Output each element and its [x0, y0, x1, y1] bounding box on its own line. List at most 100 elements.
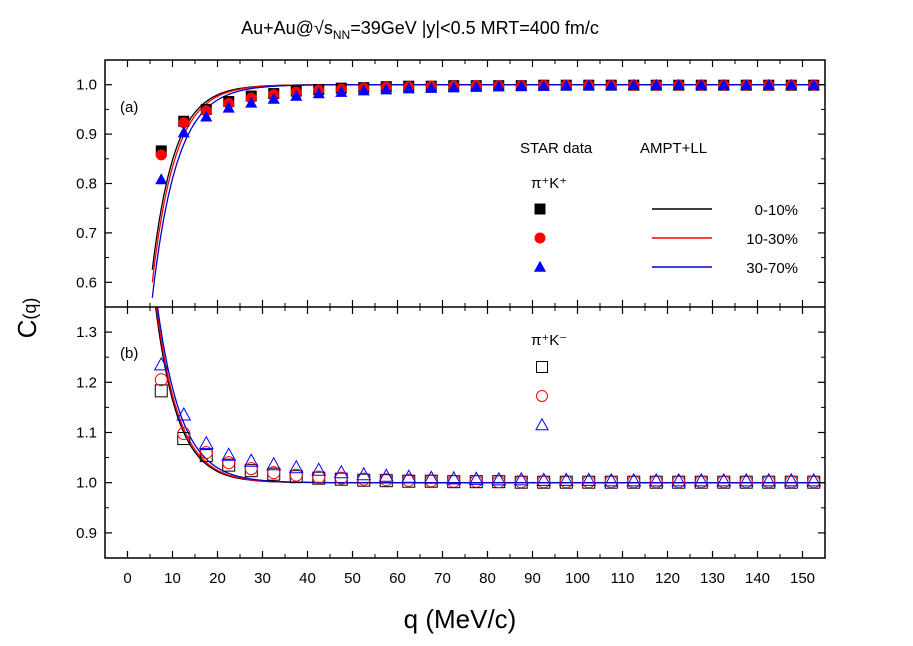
data-point-10-30%	[222, 456, 236, 470]
data-point-30-70%	[738, 472, 754, 487]
y-tick-label: 1.0	[76, 475, 97, 492]
data-point-30-70%	[333, 464, 349, 479]
legend-marker-30-70%	[533, 260, 547, 272]
data-point-30-70%	[491, 471, 507, 486]
data-point-30-70%	[716, 472, 732, 487]
data-point-30-70%	[740, 78, 753, 90]
data-point-30-70%	[425, 81, 438, 93]
data-point-30-70%	[357, 84, 370, 96]
data-point-30-70%	[717, 78, 730, 90]
data-point-30-70%	[176, 407, 192, 421]
data-point-10-30%	[267, 466, 281, 480]
data-point-30-70%	[693, 472, 709, 487]
y-tick-label: 0.8	[76, 176, 97, 193]
legend-marker-10-30%	[534, 232, 546, 244]
data-point-30-70%	[380, 83, 393, 95]
x-axis-ticks: 0 10 20 30 40 50 60 70 80 90 100 110 120 130 140 150	[123, 570, 815, 587]
x-tick-label: 120	[655, 570, 680, 587]
panel-a-legend: 0-10% 10-30% 30-70%	[533, 202, 798, 277]
data-point-30-70%	[627, 78, 640, 90]
data-point-10-30%	[244, 462, 258, 476]
data-point-10-30%	[582, 475, 596, 489]
data-point-30-70%	[671, 472, 687, 487]
x-tick-label: 50	[344, 570, 361, 587]
legend-marker-open-10-30%	[536, 390, 548, 402]
data-point-30-70%	[290, 89, 303, 101]
data-point-30-70%	[603, 472, 619, 487]
data-point-30-70%	[446, 470, 462, 485]
data-point-0-10%	[199, 449, 213, 463]
data-point-30-70%	[222, 101, 235, 113]
model-curve-0-10%	[151, 84, 825, 270]
data-point-10-30%	[199, 446, 213, 460]
data-point-30-70%	[245, 96, 258, 108]
model-curve-0-10%	[154, 307, 825, 484]
y-tick-label: 0.9	[76, 525, 97, 542]
x-tick-label: 10	[164, 570, 181, 587]
y-tick-label: 1.1	[76, 425, 97, 442]
y-axis-label: C(q)	[12, 298, 42, 339]
y-tick-label: 0.9	[76, 126, 97, 143]
chart-title: Au+Au@√sNN=39GeV |y|<0.5 MRT=400 fm/c	[241, 18, 599, 42]
data-point-0-10%	[222, 458, 236, 472]
data-point-30-70%	[558, 472, 574, 486]
x-tick-label: 0	[123, 570, 131, 587]
data-point-10-30%	[379, 473, 393, 487]
x-axis-label: q (MeV/c)	[404, 604, 517, 634]
x-tick-label: 60	[389, 570, 406, 587]
y-tick-label: 1.0	[76, 77, 97, 94]
data-point-30-70%	[536, 472, 552, 486]
data-point-0-10%	[177, 432, 191, 446]
data-point-30-70%	[198, 435, 214, 450]
data-point-30-70%	[243, 453, 259, 467]
x-tick-label: 110	[611, 570, 635, 587]
y-tick-label: 1.2	[76, 374, 97, 391]
data-point-30-70%	[582, 79, 595, 91]
data-point-30-70%	[605, 79, 618, 91]
data-point-10-30%	[492, 475, 506, 489]
data-point-30-70%	[378, 468, 394, 482]
data-point-30-70%	[401, 469, 417, 483]
data-point-30-70%	[806, 472, 822, 487]
data-point-30-70%	[177, 126, 190, 138]
y-tick-label: 1.3	[76, 324, 97, 341]
panel-b-label: (b)	[120, 345, 138, 362]
data-point-10-30%	[604, 475, 618, 489]
data-point-10-30%	[694, 475, 708, 489]
data-point-10-30%	[627, 475, 641, 489]
data-point-30-70%	[266, 456, 282, 471]
x-tick-label: 70	[434, 570, 451, 587]
legend-header-star-data: STAR data	[520, 140, 593, 157]
data-point-10-30%	[312, 470, 326, 484]
x-tick-label: 30	[254, 570, 271, 587]
data-point-10-30%	[402, 473, 416, 487]
data-point-30-70%	[515, 79, 528, 91]
data-point-10-30%	[177, 427, 191, 441]
data-point-30-70%	[221, 447, 237, 461]
panel-a-label: (a)	[120, 99, 138, 116]
model-curve-30-70%	[151, 84, 825, 298]
data-point-30-70%	[783, 472, 799, 487]
data-point-30-70%	[288, 459, 304, 474]
data-point-30-70%	[648, 472, 664, 487]
x-tick-label: 100	[565, 570, 590, 587]
data-point-30-70%	[356, 466, 372, 481]
data-point-30-70%	[153, 356, 169, 371]
data-point-10-30%	[154, 373, 168, 387]
legend-marker-0-10%	[534, 203, 546, 215]
data-point-30-70%	[200, 110, 213, 122]
data-point-30-70%	[423, 470, 439, 484]
data-point-10-30%	[514, 475, 528, 489]
panel-a-axes: 0.6 0.7 0.8 0.9 1.0	[76, 60, 825, 307]
data-point-30-70%	[311, 462, 327, 476]
panel-a-model-curves	[151, 84, 825, 298]
panel-b: 0.9 1.0 1.1 1.2 1.3 (b) π⁺K⁻	[76, 307, 825, 558]
y-tick-label: 0.6	[76, 274, 97, 291]
data-point-10-30%	[672, 475, 686, 489]
data-point-30-70%	[626, 472, 642, 487]
legend-marker-open-0-10%	[536, 361, 548, 373]
data-point-30-70%	[492, 80, 505, 92]
data-point-30-70%	[312, 87, 325, 99]
data-point-10-30%	[537, 475, 551, 489]
